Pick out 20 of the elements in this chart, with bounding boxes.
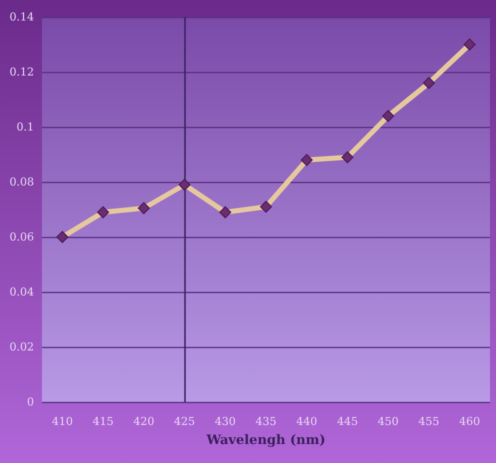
y-tick-label: 0.02 (10, 340, 34, 354)
x-tick-label: 435 (256, 415, 276, 428)
x-tick-label: 460 (459, 415, 480, 428)
x-tick-label: 440 (296, 415, 318, 428)
y-tick-label: 0.08 (10, 176, 34, 188)
x-tick-label: 415 (92, 415, 114, 428)
y-tick-label: 0.12 (10, 66, 34, 78)
y-tick-label: 0.04 (10, 286, 34, 298)
y-tick-label: 0 (27, 396, 34, 408)
x-tick-label: 410 (52, 415, 73, 428)
y-tick-label: 0.06 (10, 230, 34, 244)
x-tick-label: 425 (174, 415, 196, 428)
x-axis-title: Wavelengh (nm) (206, 433, 326, 448)
x-tick-label: 420 (133, 415, 154, 428)
x-tick-label: 455 (418, 415, 440, 428)
x-tick-label: 450 (378, 415, 399, 428)
x-tick-label: 430 (214, 415, 236, 428)
y-tick-label: 0.14 (10, 10, 34, 24)
y-tick-label: 0.1 (16, 120, 34, 134)
x-tick-label: 445 (336, 415, 358, 428)
